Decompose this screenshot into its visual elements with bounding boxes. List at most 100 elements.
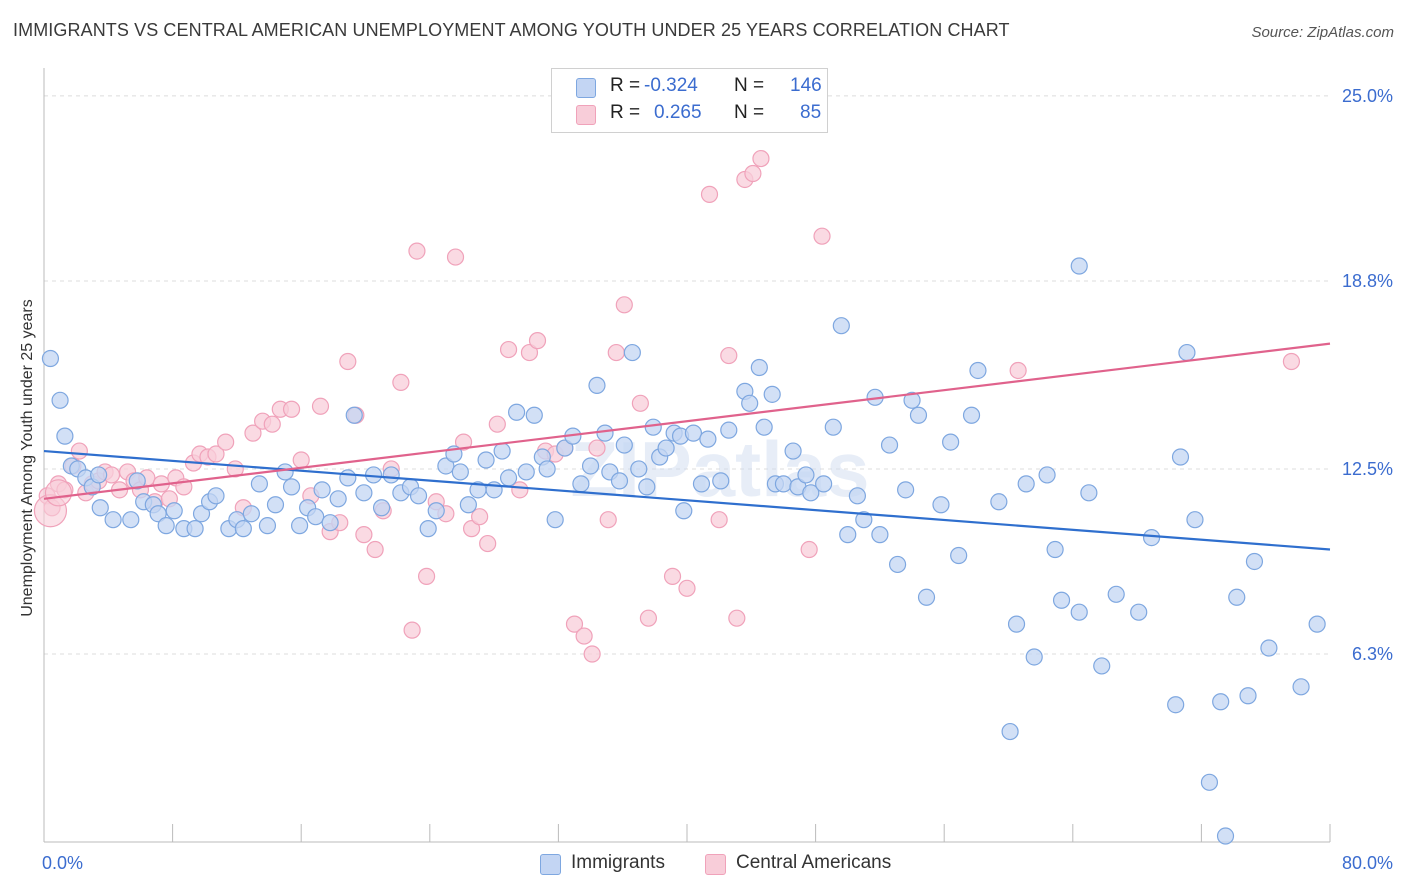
immigrants-point bbox=[1080, 484, 1098, 502]
immigrants-point bbox=[234, 520, 252, 538]
central-americans-point bbox=[800, 540, 818, 559]
central-americans-point bbox=[583, 645, 601, 663]
central-americans-n-value: 85 bbox=[800, 102, 822, 123]
immigrants-point bbox=[329, 490, 347, 508]
immigrants-point bbox=[572, 475, 590, 493]
central-americans-point bbox=[479, 534, 497, 553]
central-americans-point bbox=[454, 433, 473, 451]
x-tick-label: 80.0% bbox=[1342, 853, 1393, 873]
immigrants-point bbox=[903, 391, 921, 409]
x-tick-labels: 0.0% 80.0% bbox=[42, 853, 1393, 873]
central-americans-point bbox=[520, 343, 539, 362]
y-axis-label: Unemployment Among Youth under 25 years bbox=[19, 299, 36, 617]
central-americans-point bbox=[339, 352, 357, 371]
immigrants-r-value: -0.324 bbox=[644, 75, 698, 96]
immigrants-point bbox=[1178, 343, 1196, 362]
central-americans-point bbox=[607, 343, 625, 362]
central-americans-point bbox=[488, 415, 506, 433]
immigrants-point bbox=[1245, 552, 1264, 571]
n-label: N = bbox=[734, 75, 765, 96]
immigrants-point bbox=[1130, 603, 1148, 621]
immigrants-point bbox=[1052, 591, 1071, 609]
immigrants-point bbox=[1070, 257, 1088, 275]
central-americans-point bbox=[1009, 361, 1027, 380]
immigrants-point bbox=[1171, 448, 1190, 466]
immigrants-point bbox=[242, 505, 260, 523]
immigrants-point bbox=[684, 424, 703, 442]
central-americans-point bbox=[462, 520, 481, 538]
immigrants-legend-label: Immigrants bbox=[571, 852, 665, 873]
immigrants-point bbox=[321, 514, 339, 532]
immigrants-point bbox=[741, 394, 759, 412]
y-tick-label: 25.0% bbox=[1342, 86, 1393, 106]
immigrants-point bbox=[815, 475, 833, 493]
central-americans-point bbox=[1282, 352, 1301, 371]
immigrants-point bbox=[917, 588, 936, 606]
y-tick-labels: 6.3% 12.5% 18.8% 25.0% bbox=[1342, 86, 1393, 664]
immigrants-point bbox=[692, 475, 711, 493]
immigrants-point bbox=[459, 496, 477, 514]
immigrants-point bbox=[149, 505, 167, 523]
immigrants-point bbox=[630, 460, 648, 478]
immigrants-point bbox=[517, 463, 535, 481]
central-americans-point bbox=[408, 242, 426, 260]
immigrants-point bbox=[104, 511, 122, 529]
central-americans-point bbox=[217, 433, 235, 451]
central-americans-points bbox=[33, 149, 1301, 663]
immigrants-point bbox=[969, 361, 987, 380]
central-americans-point bbox=[70, 442, 88, 460]
immigrants-point bbox=[51, 391, 69, 409]
immigrants-point bbox=[525, 406, 543, 424]
immigrants-point bbox=[1038, 466, 1056, 484]
immigrants-point bbox=[250, 475, 269, 493]
immigrants-point bbox=[888, 555, 907, 574]
central-americans-point bbox=[710, 511, 728, 529]
immigrants-point bbox=[1007, 615, 1026, 633]
immigrants-point bbox=[623, 343, 641, 362]
immigrants-point bbox=[950, 546, 968, 565]
immigrants-point bbox=[784, 442, 802, 460]
immigrants-point bbox=[355, 484, 373, 502]
central-americans-point bbox=[599, 511, 617, 529]
central-americans-point bbox=[282, 400, 301, 418]
immigrants-point bbox=[409, 487, 428, 505]
y-tick-label: 12.5% bbox=[1342, 459, 1393, 479]
immigrants-point bbox=[644, 418, 662, 436]
central-americans-point bbox=[403, 621, 421, 639]
immigrants-point bbox=[832, 317, 850, 335]
immigrants-point bbox=[451, 463, 469, 481]
immigrants-point bbox=[41, 349, 60, 368]
central-americans-point bbox=[207, 445, 225, 463]
immigrants-point bbox=[1025, 648, 1043, 666]
chart-title: IMMIGRANTS VS CENTRAL AMERICAN UNEMPLOYM… bbox=[13, 20, 1010, 40]
central-americans-r-value: 0.265 bbox=[654, 102, 702, 123]
central-americans-point bbox=[44, 479, 73, 507]
central-americans-point bbox=[588, 439, 606, 457]
immigrants-point bbox=[91, 499, 109, 517]
n-label: N = bbox=[734, 102, 765, 123]
immigrants-point bbox=[282, 478, 301, 496]
immigrants-point bbox=[437, 457, 455, 475]
immigrants-point bbox=[477, 451, 495, 469]
immigrants-point bbox=[493, 442, 511, 460]
immigrants-point bbox=[581, 457, 600, 475]
immigrants-point bbox=[871, 526, 889, 544]
central-americans-point bbox=[528, 332, 547, 350]
immigrants-point bbox=[610, 472, 629, 490]
immigrants-point bbox=[848, 487, 866, 505]
central-americans-point bbox=[720, 346, 738, 365]
immigrants-point bbox=[372, 499, 391, 517]
immigrants-point bbox=[1228, 588, 1246, 606]
immigrants-point bbox=[538, 460, 556, 478]
immigrants-n-value: 146 bbox=[790, 75, 822, 96]
immigrants-swatch bbox=[576, 78, 596, 98]
r-label: R = bbox=[610, 75, 641, 96]
central-americans-point bbox=[565, 615, 584, 633]
immigrants-point bbox=[313, 481, 331, 499]
central-americans-point bbox=[471, 508, 489, 526]
immigrants-point bbox=[962, 406, 981, 424]
immigrants-point bbox=[802, 484, 820, 502]
immigrants-point bbox=[339, 469, 357, 487]
immigrants-point bbox=[192, 505, 211, 523]
